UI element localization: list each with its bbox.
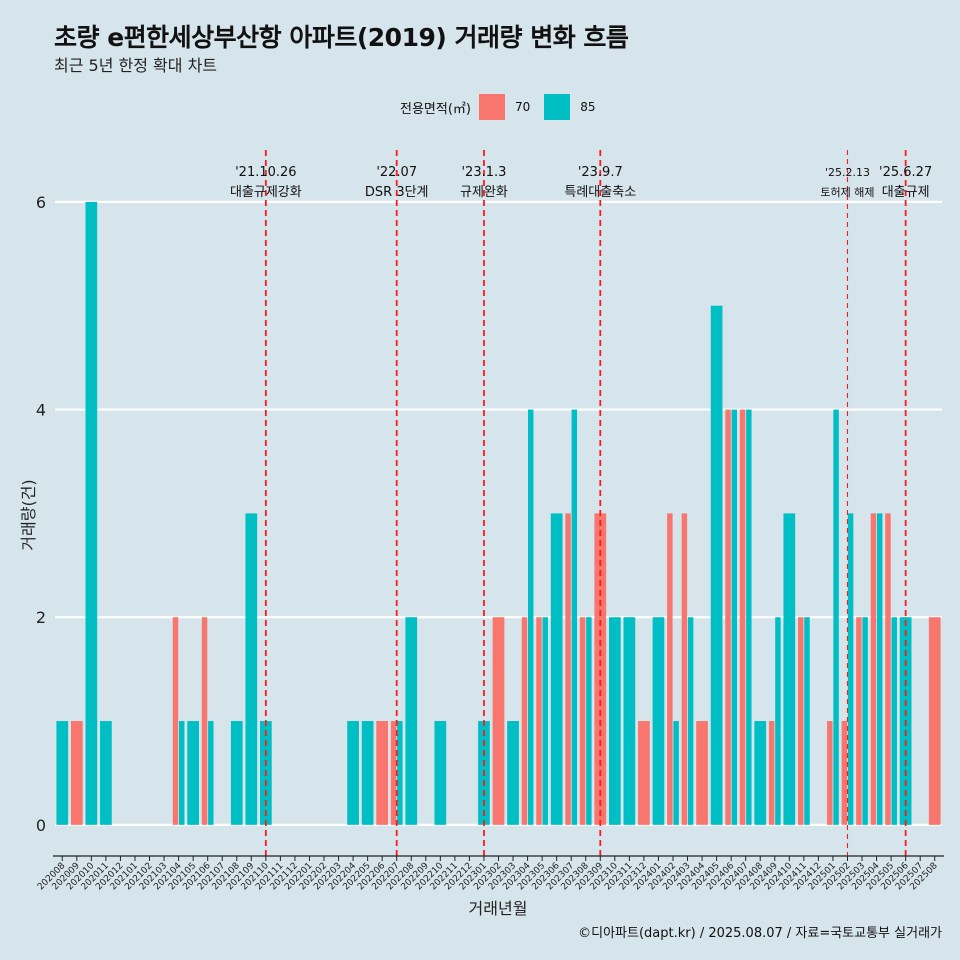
event-label: 대출규제: [882, 185, 930, 200]
event-label: 토허제 해제: [820, 185, 874, 199]
legend-swatch-85: [544, 94, 571, 120]
bar-202501-85: [833, 409, 839, 825]
bar-202307-70: [565, 513, 571, 825]
x-axis: 2020082020092020102020112020122021012021…: [36, 855, 944, 892]
event-lines: '21.10.26 대출규제강화 '22.07 DSR 3단계 '23.1.3 규제완화 '…: [230, 150, 932, 856]
bar-202210-85: [434, 721, 447, 825]
bar-202308-70: [579, 617, 586, 825]
bar-202409-85: [775, 617, 781, 825]
event-label: DSR 3단계: [365, 185, 429, 200]
bar-202411-85: [804, 617, 810, 825]
bar-202205-85: [361, 721, 374, 825]
bar-202405-85: [710, 305, 723, 825]
bar-202406-85: [731, 409, 738, 825]
bar-202303-85: [507, 721, 519, 825]
bar-202503-70: [856, 617, 862, 825]
bar-202501-70: [827, 721, 833, 825]
event-date: '23.9.7: [578, 165, 623, 180]
bar-202308-85: [586, 617, 592, 825]
bar-202403-85: [687, 617, 694, 825]
bars: [56, 201, 941, 825]
bar-202402-70: [667, 513, 673, 825]
bar-202207-70: [390, 721, 397, 825]
bar-202310-85: [608, 617, 621, 825]
bar-202411-70: [798, 617, 804, 825]
legend-swatch-70: [478, 94, 505, 120]
bar-202108-85: [230, 721, 243, 825]
bar-202307-85: [571, 409, 578, 825]
bar-202504-85: [876, 513, 883, 825]
event-label: 특례대출축소: [564, 185, 636, 200]
legend: 전용면적(㎡) 70 85: [400, 92, 610, 122]
y-axis: 0 2 4 6: [36, 193, 46, 835]
bar-202206-70: [376, 721, 389, 825]
event-label: 규제완화: [460, 185, 508, 200]
event-label: 대출규제강화: [230, 185, 302, 200]
bar-202009-70: [70, 721, 83, 825]
bar-202104-70: [172, 617, 179, 825]
bar-202305-85: [542, 617, 548, 825]
bar-202305-70: [536, 617, 542, 825]
bar-202304-85: [527, 409, 534, 825]
legend-title: 전용면적(㎡): [400, 101, 471, 117]
bar-202505-85: [891, 617, 897, 825]
chart-subtitle: 최근 5년 한정 확대 차트: [54, 56, 218, 75]
event-date: '25.6.27: [879, 165, 932, 180]
bar-202104-85: [178, 721, 185, 825]
bar-202402-85: [673, 721, 679, 825]
x-axis-label: 거래년월: [469, 899, 528, 918]
bar-202401-85: [652, 617, 665, 825]
bar-202204-85: [347, 721, 359, 825]
y-tick-label: 6: [36, 193, 46, 212]
y-axis-label: 거래량(건): [19, 479, 38, 550]
bar-202404-70: [696, 721, 708, 825]
bar-202502-85: [847, 513, 854, 825]
credit-text: ©디아파트(dapt.kr) / 2025.08.07 / 자료=국토교통부 실…: [578, 926, 942, 941]
bar-202408-85: [754, 721, 767, 825]
bar-202312-70: [638, 721, 650, 825]
bar-202008-85: [56, 721, 69, 825]
bar-202505-70: [885, 513, 891, 825]
event-date: '25.2.13: [825, 166, 870, 179]
event-date: '22.07: [376, 165, 417, 180]
bar-202302-70: [492, 617, 505, 825]
chart-title: 초량 e편한세상부산항 아파트(2019) 거래량 변화 흐름: [54, 23, 629, 52]
bar-202109-85: [245, 513, 258, 825]
bar-202407-70: [739, 409, 746, 825]
bar-202106-85: [208, 721, 214, 825]
y-tick-label: 4: [36, 401, 46, 420]
bar-202409-70: [768, 721, 775, 825]
legend-label-70: 70: [514, 100, 531, 114]
bar-202403-70: [681, 513, 688, 825]
bar-202309-70: [594, 513, 607, 825]
event-date: '21.10.26: [235, 165, 296, 180]
bar-202304-70: [521, 617, 528, 825]
bar-202504-70: [870, 513, 877, 825]
y-tick-label: 2: [36, 608, 46, 627]
bar-202208-85: [405, 617, 418, 825]
bar-202010-85: [85, 201, 98, 825]
bar-202502-70: [841, 721, 848, 825]
bar-202306-85: [550, 513, 563, 825]
bar-202105-85: [187, 721, 199, 825]
y-tick-label: 0: [36, 816, 46, 835]
legend-label-85: 85: [580, 100, 596, 114]
bar-202508-70: [928, 617, 941, 825]
bar-202011-85: [100, 721, 112, 825]
bar-202406-70: [725, 409, 731, 825]
bar-202311-85: [623, 617, 636, 825]
bar-202503-85: [862, 617, 868, 825]
bar-202410-85: [783, 513, 796, 825]
bar-202207-85: [397, 721, 403, 825]
event-date: '23.1.3: [461, 165, 506, 180]
bar-202407-85: [746, 409, 752, 825]
bar-202106-70: [201, 617, 208, 825]
